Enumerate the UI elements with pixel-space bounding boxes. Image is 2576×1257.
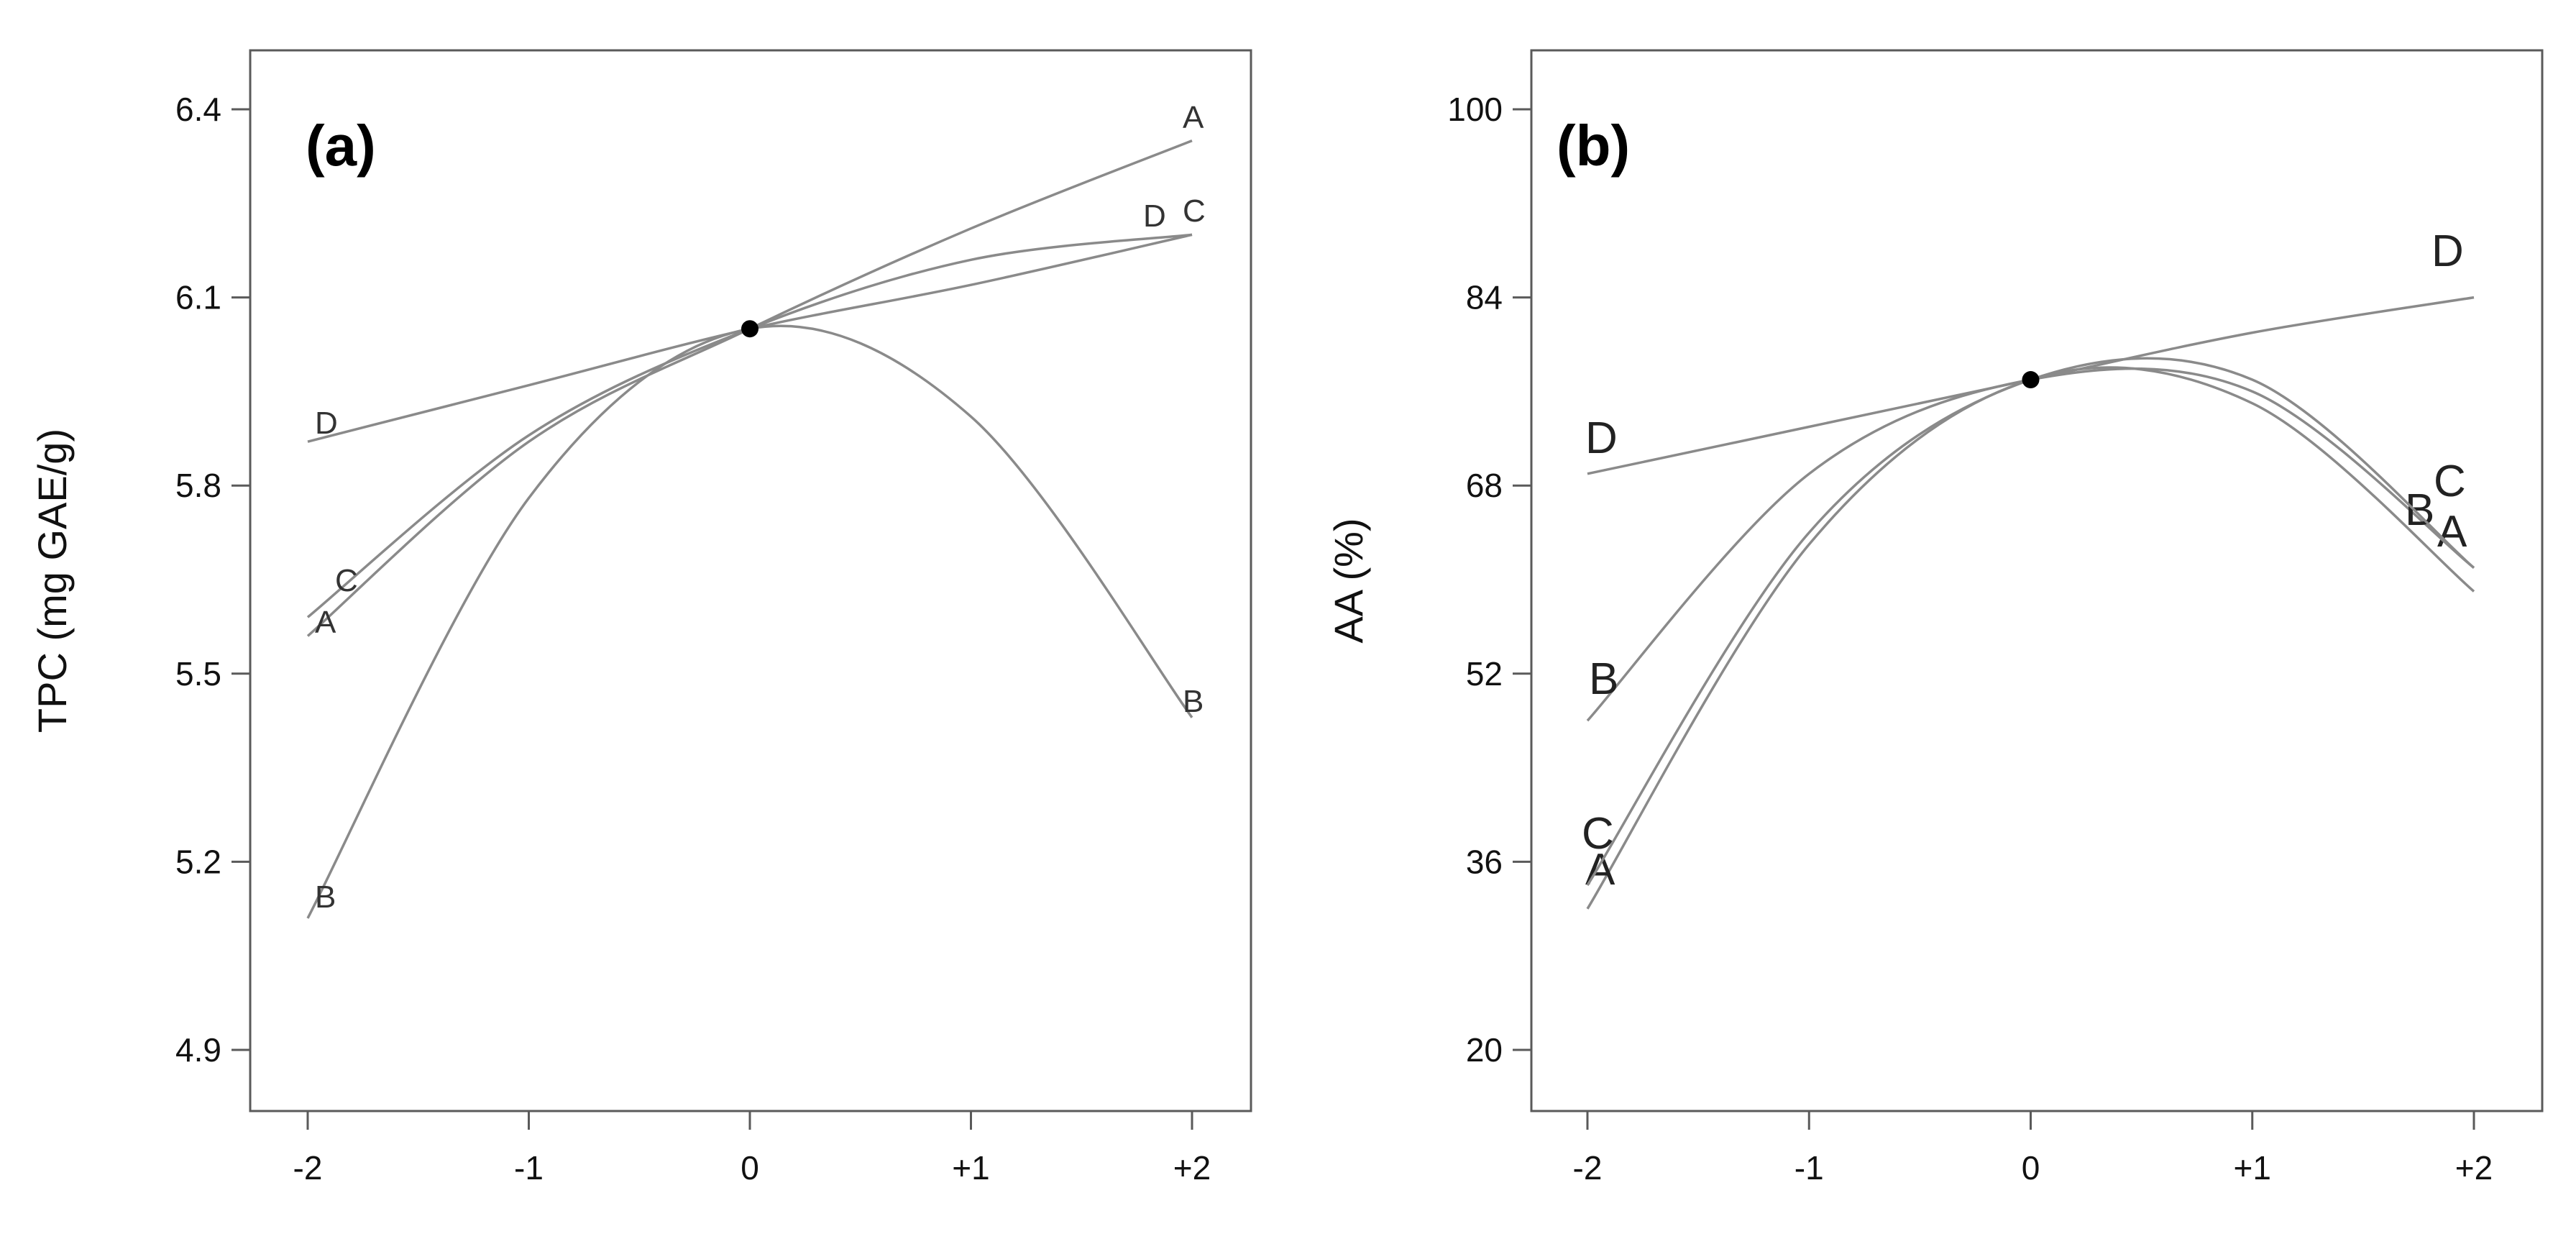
y-tick-label: 5.2	[175, 843, 221, 880]
series-line-a	[306, 139, 1193, 637]
series-label-b-left: B	[315, 879, 336, 915]
x-tick-label: +1	[952, 1149, 989, 1187]
y-tick-label: 6.4	[175, 91, 221, 128]
y-tick-label: 68	[1466, 467, 1503, 504]
series-label-a-left: A	[315, 605, 336, 640]
x-tick-label: -2	[1573, 1149, 1603, 1187]
y-tick-label: 100	[1447, 91, 1503, 128]
series-line-d	[307, 233, 1193, 443]
series-label-a-right: A	[1183, 100, 1204, 135]
series-label-b-right: B	[1183, 684, 1204, 719]
series-label-a-left: A	[1585, 845, 1615, 895]
x-tick-label: -1	[1795, 1149, 1824, 1187]
x-tick-label: 0	[2022, 1149, 2040, 1187]
x-tick-label: -1	[514, 1149, 544, 1187]
y-tick-label: 20	[1466, 1031, 1503, 1069]
x-tick-label: 0	[741, 1149, 759, 1187]
series-line-b	[1586, 367, 2475, 722]
panel-label: (b)	[1557, 114, 1630, 178]
series-label-b-left: B	[1589, 654, 1618, 704]
series-label-c-right: C	[1183, 193, 1206, 229]
x-tick-label: +2	[2455, 1149, 2493, 1187]
series-label-c-left: C	[1582, 809, 1614, 859]
y-tick-label: 5.8	[175, 467, 221, 504]
series-line-c	[306, 233, 1193, 618]
x-tick-label: +2	[1173, 1149, 1211, 1187]
series-line-b	[306, 324, 1193, 919]
center-point	[741, 320, 758, 338]
y-tick-label: 5.5	[175, 655, 221, 693]
chart-panel-a: 4.9 5.2 5.5 5.8 6.1 6.4 -2 -1 0 +1 +2 TPC (mg GAE/g…	[29, 49, 1252, 1187]
series-label-c-left: C	[335, 563, 358, 598]
plot-frame	[1530, 49, 2544, 1112]
series-label-b-right: B	[2405, 485, 2434, 535]
series-label-d-right: D	[1143, 198, 1166, 234]
y-axis-label: AA (%)	[1326, 518, 1371, 643]
y-tick-label: 6.1	[175, 279, 221, 316]
x-tick-label: +1	[2234, 1149, 2271, 1187]
series-label-c-right: C	[2434, 457, 2466, 506]
panel-label: (a)	[306, 114, 376, 178]
series-line-c	[1586, 357, 2475, 887]
y-axis-label: TPC (mg GAE/g)	[29, 429, 75, 733]
series-label-d-left: D	[315, 406, 338, 441]
y-tick-label: 84	[1466, 279, 1503, 316]
y-tick-label: 36	[1466, 843, 1503, 880]
series-label-d-left: D	[1585, 413, 1618, 463]
x-tick-label: -2	[293, 1149, 323, 1187]
y-tick-label: 4.9	[175, 1031, 221, 1069]
y-tick-label: 52	[1466, 655, 1503, 693]
series-label-d-right: D	[2431, 227, 2464, 276]
center-point	[2022, 371, 2040, 389]
